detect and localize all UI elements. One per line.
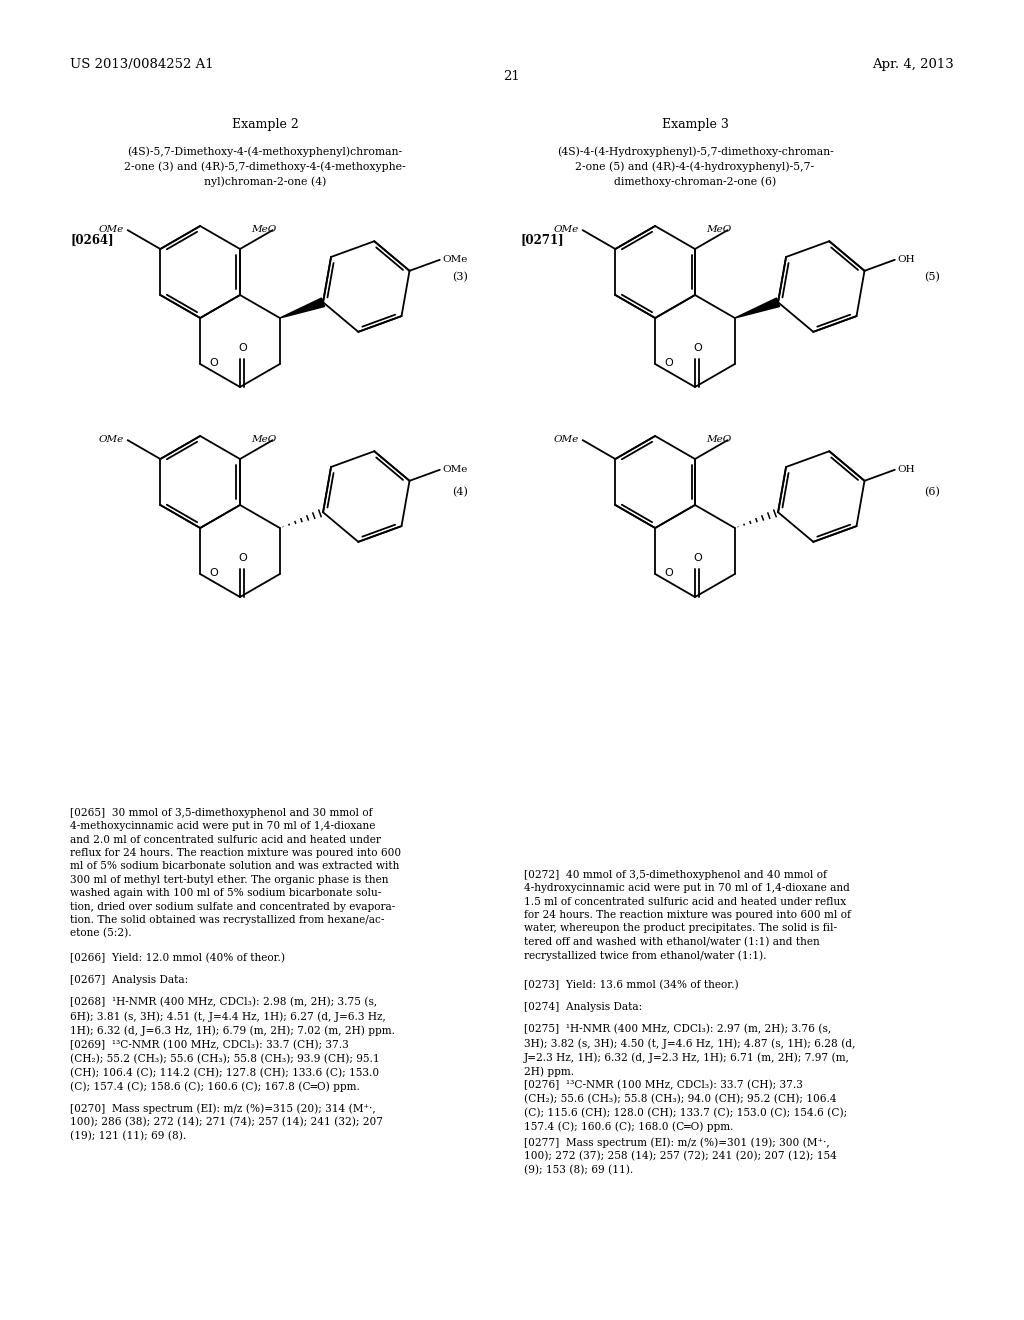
Text: [0266]  Yield: 12.0 mmol (40% of theor.): [0266] Yield: 12.0 mmol (40% of theor.) <box>70 953 285 964</box>
Text: [0270]  Mass spectrum (EI): m/z (%)=315 (20); 314 (M⁺·,
100); 286 (38); 272 (14): [0270] Mass spectrum (EI): m/z (%)=315 (… <box>70 1104 383 1142</box>
Text: O: O <box>239 553 248 564</box>
Text: (3): (3) <box>453 272 468 282</box>
Polygon shape <box>280 298 325 318</box>
Text: [0269]  ¹³C-NMR (100 MHz, CDCl₃): 33.7 (CH); 37.3
(CH₂); 55.2 (CH₃); 55.6 (CH₃);: [0269] ¹³C-NMR (100 MHz, CDCl₃): 33.7 (C… <box>70 1040 380 1092</box>
Text: [0277]  Mass spectrum (EI): m/z (%)=301 (19); 300 (M⁺·,
100); 272 (37); 258 (14): [0277] Mass spectrum (EI): m/z (%)=301 (… <box>524 1137 837 1175</box>
Text: [0275]  ¹H-NMR (400 MHz, CDCl₃): 2.97 (m, 2H); 3.76 (s,
3H); 3.82 (s, 3H); 4.50 : [0275] ¹H-NMR (400 MHz, CDCl₃): 2.97 (m,… <box>524 1024 855 1077</box>
Text: MeO: MeO <box>706 224 731 234</box>
Text: [0271]: [0271] <box>520 234 563 246</box>
Text: 21: 21 <box>504 70 520 83</box>
Text: [0267]  Analysis Data:: [0267] Analysis Data: <box>70 975 188 985</box>
Text: (4): (4) <box>453 487 468 498</box>
Text: (6): (6) <box>924 487 940 498</box>
Text: OMe: OMe <box>99 434 124 444</box>
Text: MeO: MeO <box>251 224 276 234</box>
Text: O: O <box>665 358 673 368</box>
Text: [0276]  ¹³C-NMR (100 MHz, CDCl₃): 33.7 (CH); 37.3
(CH₂); 55.6 (CH₃); 55.8 (CH₃);: [0276] ¹³C-NMR (100 MHz, CDCl₃): 33.7 (C… <box>524 1080 847 1133</box>
Text: OMe: OMe <box>554 434 580 444</box>
Text: [0265]  30 mmol of 3,5-dimethoxyphenol and 30 mmol of
4-methoxycinnamic acid wer: [0265] 30 mmol of 3,5-dimethoxyphenol an… <box>70 808 401 939</box>
Text: US 2013/0084252 A1: US 2013/0084252 A1 <box>70 58 214 71</box>
Text: OH: OH <box>898 465 915 474</box>
Text: Apr. 4, 2013: Apr. 4, 2013 <box>872 58 954 71</box>
Text: O: O <box>239 343 248 354</box>
Text: [0274]  Analysis Data:: [0274] Analysis Data: <box>524 1002 642 1012</box>
Text: (5): (5) <box>924 272 940 282</box>
Text: OMe: OMe <box>442 255 468 264</box>
Polygon shape <box>735 298 779 318</box>
Text: MeO: MeO <box>706 434 731 444</box>
Text: OMe: OMe <box>554 224 580 234</box>
Text: OMe: OMe <box>442 465 468 474</box>
Text: O: O <box>209 358 218 368</box>
Text: Example 3: Example 3 <box>662 117 728 131</box>
Text: (4S)-4-(4-Hydroxyphenyl)-5,7-dimethoxy-chroman-
2-one (5) and (4R)-4-(4-hydroxyp: (4S)-4-(4-Hydroxyphenyl)-5,7-dimethoxy-c… <box>557 147 834 187</box>
Text: Example 2: Example 2 <box>231 117 298 131</box>
Text: [0272]  40 mmol of 3,5-dimethoxyphenol and 40 mmol of
4-hydroxycinnamic acid wer: [0272] 40 mmol of 3,5-dimethoxyphenol an… <box>524 870 851 961</box>
Text: [0273]  Yield: 13.6 mmol (34% of theor.): [0273] Yield: 13.6 mmol (34% of theor.) <box>524 979 738 990</box>
Text: MeO: MeO <box>251 434 276 444</box>
Text: OMe: OMe <box>99 224 124 234</box>
Text: O: O <box>665 568 673 578</box>
Text: (4S)-5,7-Dimethoxy-4-(4-methoxyphenyl)chroman-
2-one (3) and (4R)-5,7-dimethoxy-: (4S)-5,7-Dimethoxy-4-(4-methoxyphenyl)ch… <box>124 147 406 187</box>
Text: O: O <box>209 568 218 578</box>
Text: O: O <box>693 343 702 354</box>
Text: [0268]  ¹H-NMR (400 MHz, CDCl₃): 2.98 (m, 2H); 3.75 (s,
6H); 3.81 (s, 3H); 4.51 : [0268] ¹H-NMR (400 MHz, CDCl₃): 2.98 (m,… <box>70 997 395 1036</box>
Text: OH: OH <box>898 255 915 264</box>
Text: O: O <box>693 553 702 564</box>
Text: [0264]: [0264] <box>70 234 114 246</box>
